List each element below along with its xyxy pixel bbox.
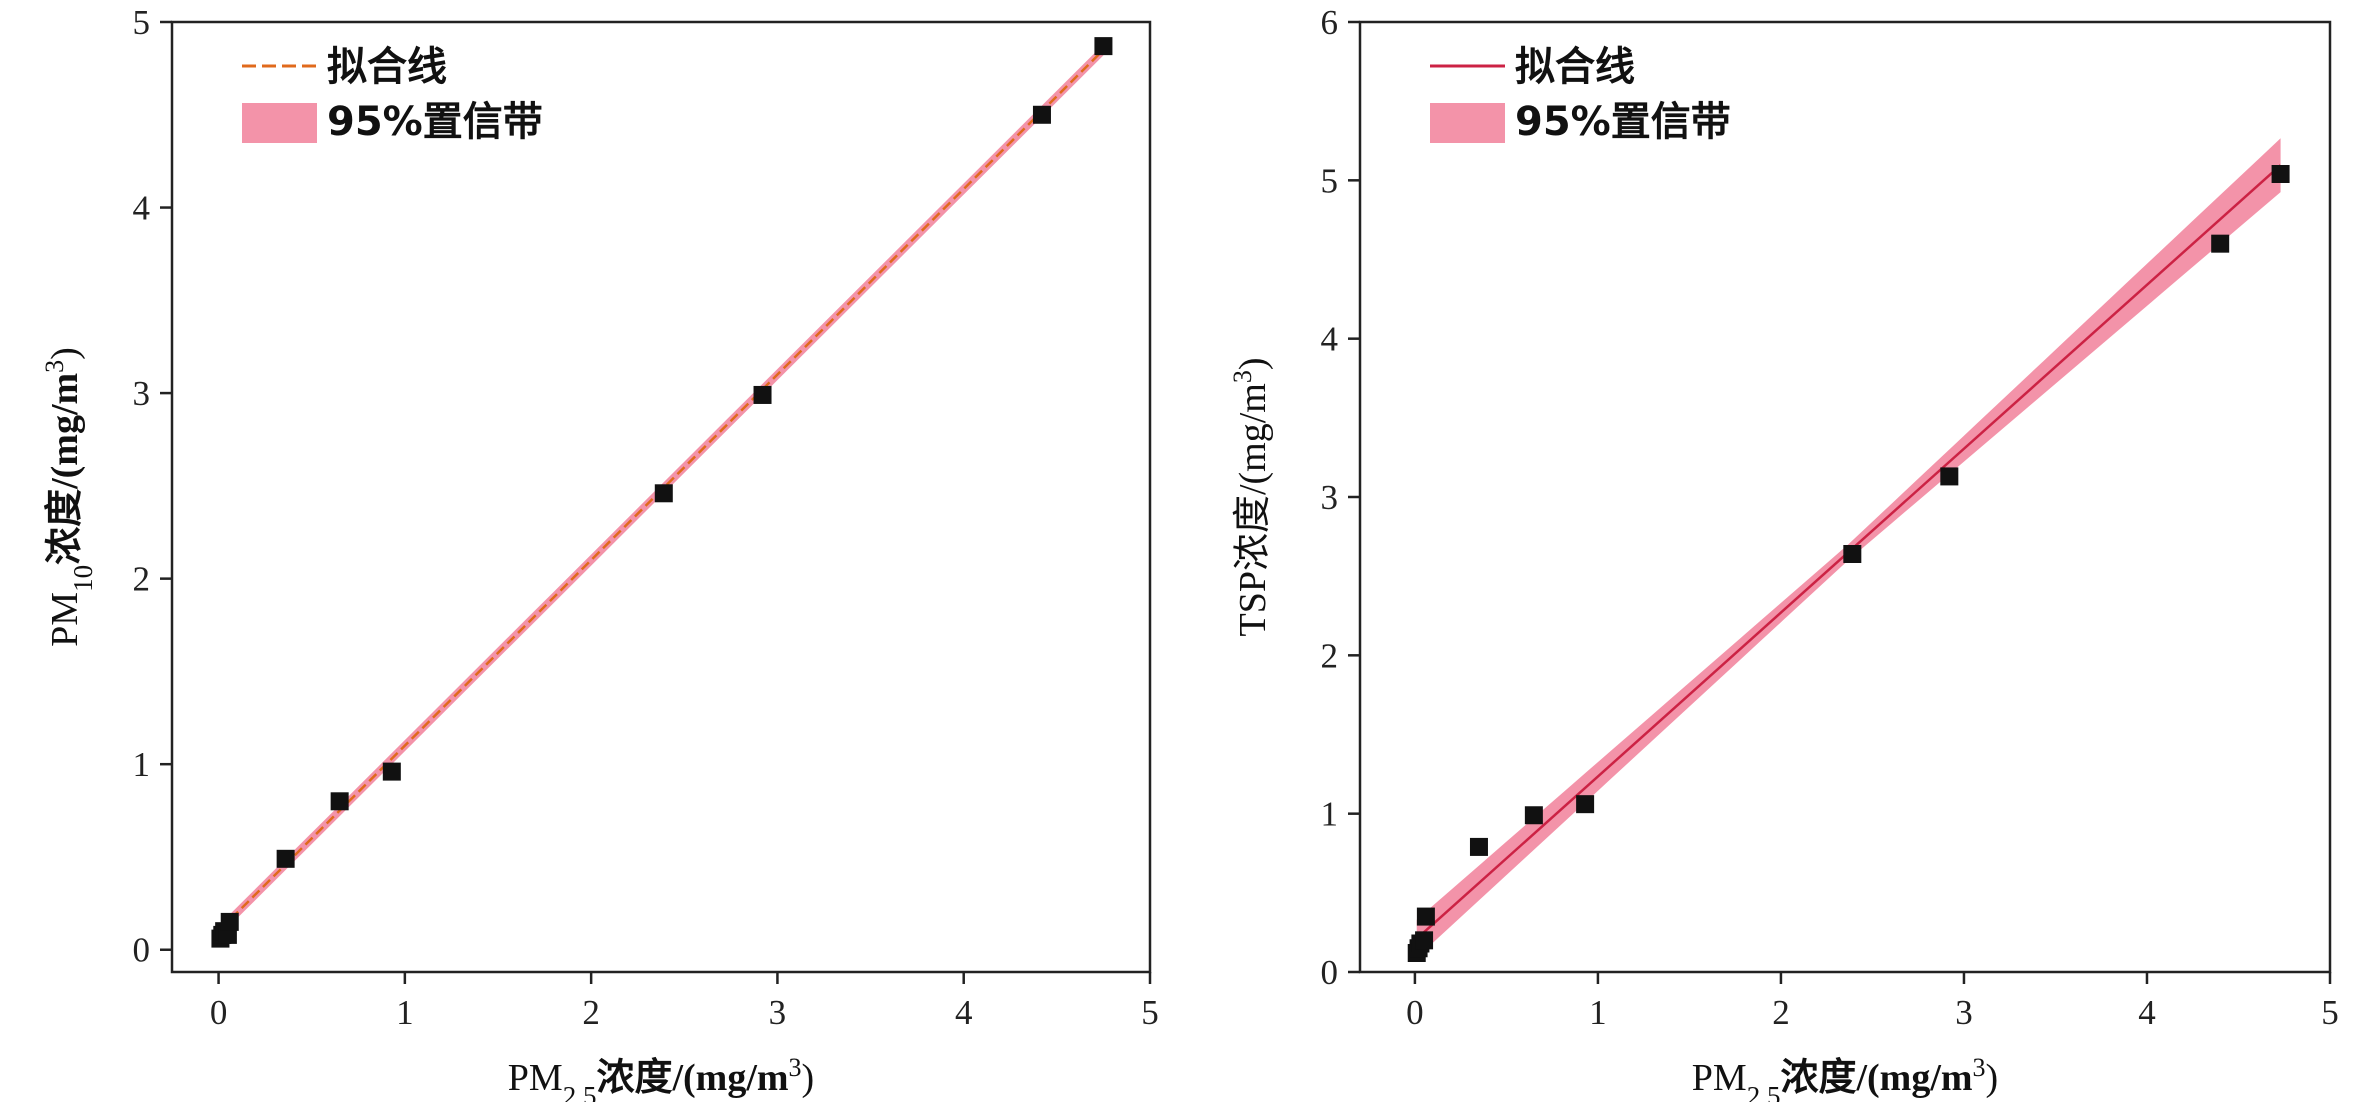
legend: 拟合线 95%置信带	[242, 44, 543, 145]
chart-tsp-vs-pm25: 0 1 2 3 4 50123456PM2.5浓度/(mg/m3)TSP浓度/(mg/m3…	[1228, 3, 2339, 1102]
axis-title-superscript: 3	[40, 360, 69, 373]
x-tick-label: 5	[1141, 993, 1159, 1032]
data-point	[2271, 165, 2290, 183]
data-point	[1469, 837, 1488, 856]
axis-title-close: )	[1986, 1057, 1999, 1099]
legend-band-swatch	[242, 103, 317, 143]
legend-label: 95%置信带	[327, 99, 543, 145]
x-tick-label: 4	[955, 993, 973, 1032]
y-tick-label: 1	[1321, 795, 1339, 834]
x-tick-label: 0	[1406, 993, 1424, 1032]
legend-label: 拟合线	[1515, 44, 1635, 90]
x-tick-label: 2	[582, 993, 600, 1032]
y-tick-label: 1	[133, 745, 151, 784]
axis-title-subscript: 2.5	[563, 1081, 597, 1102]
x-tick-label: 1	[1589, 993, 1607, 1032]
y-tick-label: 3	[1321, 478, 1339, 517]
plot-frame	[1358, 20, 2332, 974]
axis-title-subscript: 2.5	[1747, 1081, 1781, 1102]
x-tick-label: 1	[396, 993, 414, 1032]
x-tick-label: 5	[2321, 993, 2339, 1032]
data-point	[1843, 545, 1862, 563]
data-point	[1416, 907, 1435, 926]
axis-title: PM2.5浓度/(mg/m3)	[508, 1053, 814, 1102]
axis-title-superscript: 3	[1973, 1053, 1986, 1082]
plot-frame	[170, 20, 1152, 974]
y-tick-label: 2	[133, 560, 151, 599]
data-point	[1940, 467, 1959, 486]
axis-title-subscript: 10	[68, 565, 98, 592]
y-tick-label: 2	[1321, 636, 1339, 675]
data-point	[654, 484, 673, 503]
axis-title: PM2.5浓度/(mg/m3)	[1692, 1053, 1998, 1102]
axis-title: TSP浓度/(mg/m3)	[1228, 357, 1275, 636]
data-point	[382, 762, 401, 781]
y-tick-label: 5	[1321, 161, 1339, 200]
data-point	[276, 849, 295, 868]
axis-title-close: )	[1232, 357, 1274, 370]
data-point	[330, 792, 349, 811]
x-tick-label: 3	[769, 993, 787, 1032]
y-tick-label: 4	[1321, 320, 1339, 359]
y-tick-label: 3	[133, 374, 151, 413]
axis-title-close: )	[802, 1057, 815, 1099]
y-tick-label: 4	[133, 189, 151, 228]
legend-band-swatch	[1430, 103, 1505, 143]
axis-title-rest: 浓度/(mg/m	[1780, 1057, 1972, 1099]
axis-title-main: PM	[508, 1057, 563, 1099]
axis-title-main: PM	[1692, 1057, 1747, 1099]
axis-title-close: )	[44, 347, 86, 360]
chart-pm10-vs-pm25: 0 1 2 3 4 5012345PM2.5浓度/(mg/m3)PM10浓度/(mg/m3…	[40, 3, 1159, 1102]
axis-title: PM10浓度/(mg/m3)	[40, 347, 99, 647]
data-point	[220, 912, 239, 931]
data-point	[1524, 806, 1543, 825]
legend-label: 拟合线	[327, 44, 447, 90]
data-point	[2211, 234, 2230, 253]
axis-title-main: TSP浓度/(mg/m	[1232, 383, 1274, 636]
y-tick-label: 0	[133, 931, 151, 970]
data-point	[1576, 795, 1595, 814]
x-tick-label: 3	[1955, 993, 1973, 1032]
x-tick-label: 0	[210, 993, 228, 1032]
axis-title-main: PM	[44, 592, 86, 647]
data-point	[1032, 105, 1051, 124]
y-tick-label: 6	[1321, 3, 1339, 42]
axis-title-rest: 浓度/(mg/m	[596, 1057, 788, 1099]
y-tick-label: 5	[133, 3, 151, 42]
legend: 拟合线 95%置信带	[1430, 44, 1731, 145]
data-point	[1415, 931, 1434, 950]
axis-title-superscript: 3	[789, 1053, 802, 1082]
axis-title-rest: 浓度/(mg/m	[44, 373, 86, 565]
y-tick-label: 0	[1321, 953, 1339, 992]
legend-label: 95%置信带	[1515, 99, 1731, 145]
x-tick-label: 2	[1772, 993, 1790, 1032]
data-point	[753, 385, 772, 404]
data-point	[1094, 37, 1113, 56]
axis-title-superscript: 3	[1228, 370, 1257, 383]
x-tick-label: 4	[2138, 993, 2156, 1032]
